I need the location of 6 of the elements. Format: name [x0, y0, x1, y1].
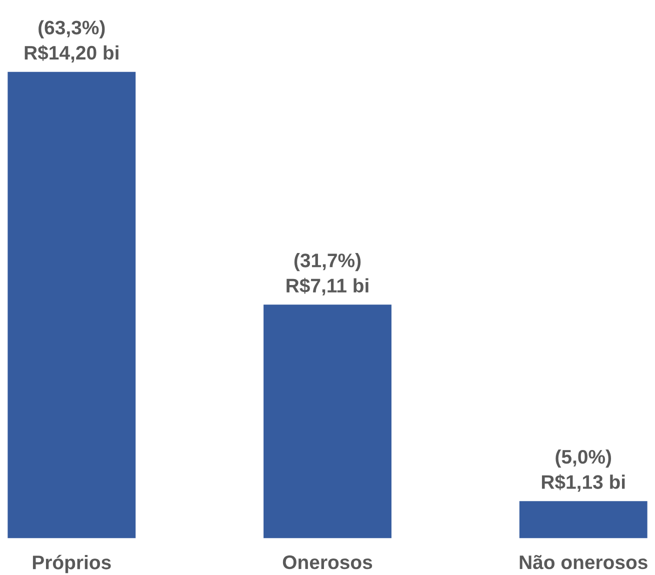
x-tick-label: Onerosos: [282, 555, 372, 570]
x-tick-label: Não onerosos: [520, 554, 648, 570]
data-label: (5,0%) R$1,13 bi: [542, 449, 625, 492]
x-tick-label: Próprios: [32, 554, 111, 574]
data-label: (63,3%) R$14,20 bi: [24, 20, 118, 62]
data-label: (31,7%) R$7,11 bi: [286, 253, 368, 296]
